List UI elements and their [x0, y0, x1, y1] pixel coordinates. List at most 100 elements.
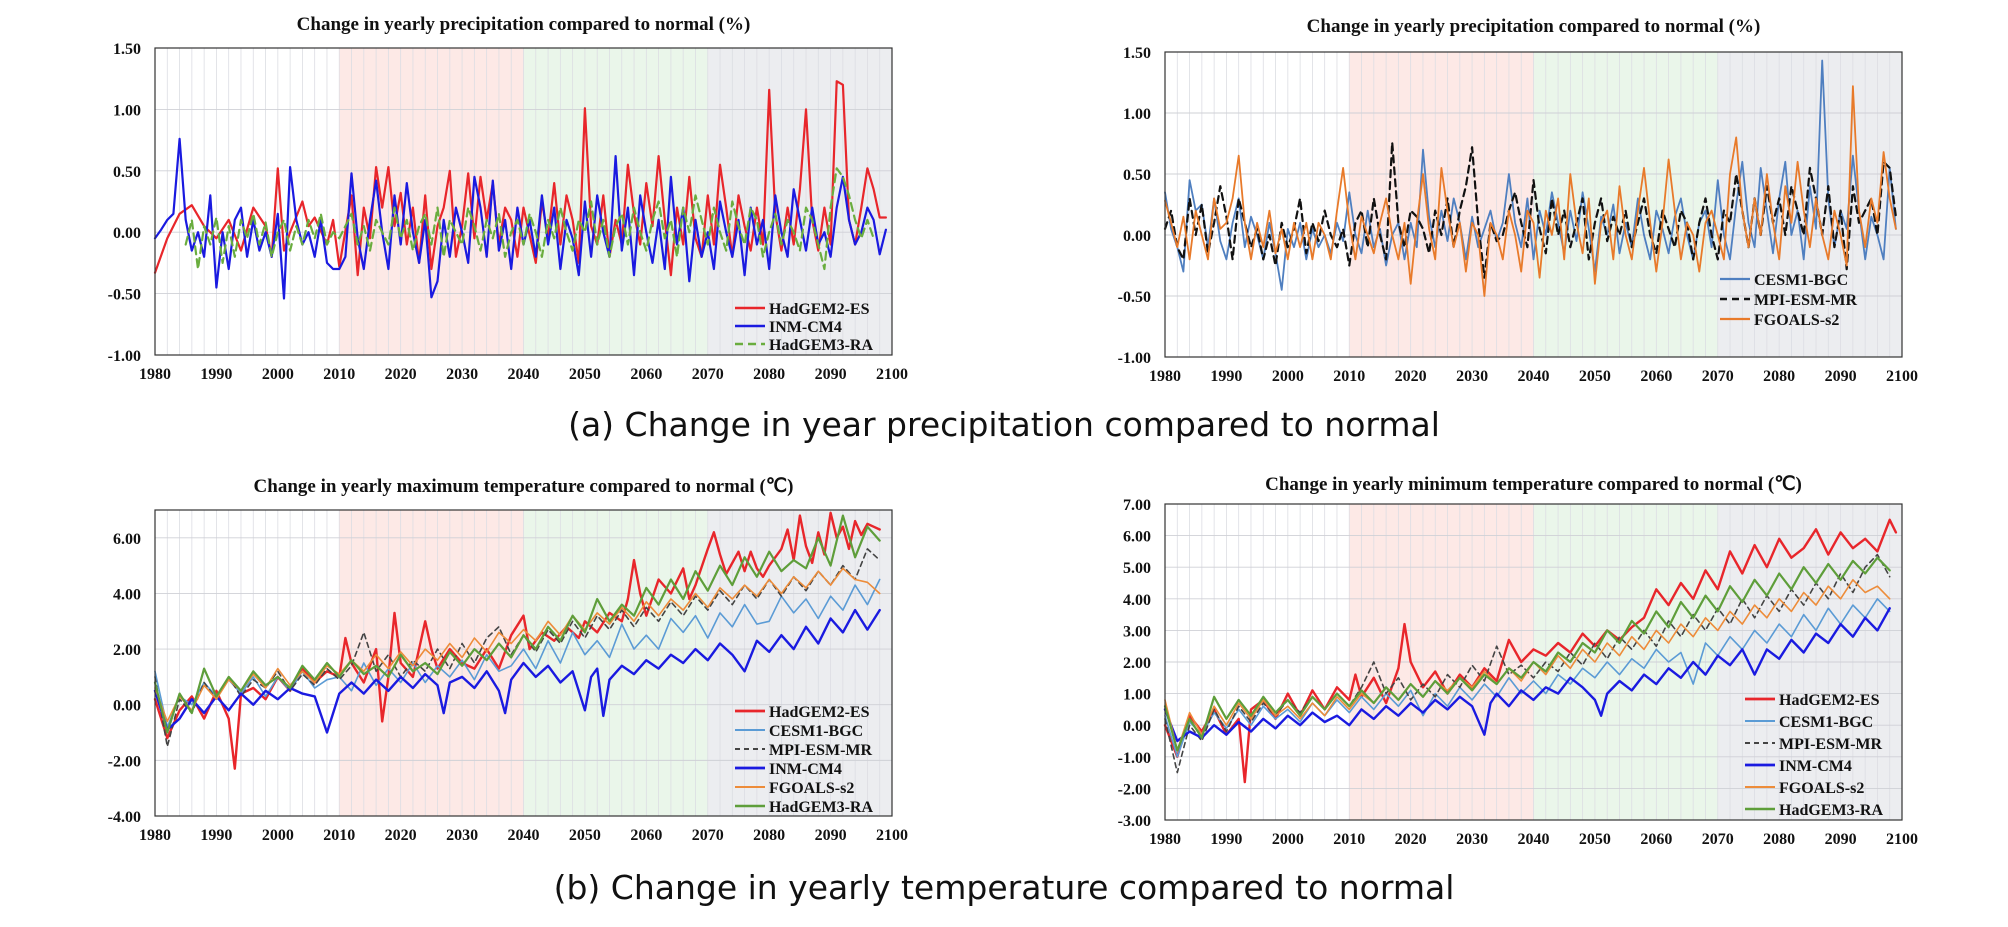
chart-precip-2-ytick-label: 1.50 [1123, 45, 1151, 62]
chart-precip-1-xtick-label: 2040 [508, 366, 540, 383]
chart-precip-2-xtick-label: 2090 [1825, 368, 1857, 385]
chart-tmax-xtick-label: 2090 [815, 827, 847, 844]
chart-tmin-ytick-label: 1.00 [1123, 687, 1151, 704]
chart-tmin-ytick-label: -3.00 [1118, 813, 1151, 830]
chart-tmin-ytick-label: 3.00 [1123, 623, 1151, 640]
chart-tmax-series-hadgem3-ra [153, 514, 881, 734]
chart-precip-2-xtick-label: 2050 [1579, 368, 1611, 385]
chart-precip-1-xtick-label: 2000 [262, 366, 294, 383]
chart-precip-1-title: Change in yearly precipitation compared … [297, 14, 751, 35]
chart-tmax-xtick-label: 2100 [876, 827, 908, 844]
chart-precip-1-xtick-label: 2100 [876, 366, 908, 383]
chart-precip-1-series-inm-cm4 [153, 137, 887, 300]
chart-tmax-xtick-label: 1980 [139, 827, 171, 844]
chart-tmax-xtick-label: 2030 [446, 827, 478, 844]
chart-precip-1-ytick-label: 1.00 [113, 102, 141, 119]
chart-precip-2-xtick-label: 1980 [1149, 368, 1181, 385]
chart-tmin-legend-label-fgoals-s2: FGOALS-s2 [1779, 780, 1864, 797]
chart-tmax-series-hadgem2-es [153, 511, 881, 770]
chart-precip-2-series-mpi-esm-mr [1163, 141, 1897, 279]
chart-precip-1-xtick-label: 2090 [815, 366, 847, 383]
chart-tmax-legend-label-hadgem3-ra: HadGEM3-RA [769, 799, 873, 816]
chart-precip-2-ytick-label: 0.50 [1123, 167, 1151, 184]
chart-precip-2-xtick-label: 2040 [1518, 368, 1550, 385]
chart-precip-1-xtick-label: 2060 [630, 366, 662, 383]
chart-tmin-ytick-label: -2.00 [1118, 781, 1151, 798]
chart-precip-2-xtick-label: 2030 [1456, 368, 1488, 385]
chart-tmin-xtick-label: 2050 [1579, 831, 1611, 848]
chart-precip-2-xtick-label: 2060 [1640, 368, 1672, 385]
chart-precip-1-ytick-label: -0.50 [108, 287, 141, 304]
chart-precip-1-legend-label-hadgem2-es: HadGEM2-ES [769, 301, 870, 318]
chart-tmin-ytick-label: 2.00 [1123, 655, 1151, 672]
chart-tmin-series-inm-cm4 [1163, 607, 1891, 743]
chart-tmax-series-fgoals-s2 [154, 567, 881, 723]
chart-tmin-xtick-label: 2070 [1702, 831, 1734, 848]
chart-tmax-xtick-label: 2060 [630, 827, 662, 844]
chart-precip-1-xtick-label: 2080 [753, 366, 785, 383]
chart-tmax-ytick-label: 4.00 [113, 586, 141, 603]
chart-precip-2-xtick-label: 2070 [1702, 368, 1734, 385]
chart-tmin-ytick-label: 5.00 [1123, 560, 1151, 577]
chart-precip-2-legend-label-mpi-esm-mr: MPI-ESM-MR [1754, 292, 1858, 309]
chart-precip-2-xtick-label: 2100 [1886, 368, 1918, 385]
chart-tmax-xtick-label: 2080 [753, 827, 785, 844]
chart-precip-1-ytick-label: 0.50 [113, 164, 141, 181]
chart-tmax-ytick-label: 2.00 [113, 642, 141, 659]
chart-precip-1-xtick-label: 1990 [200, 366, 232, 383]
chart-precip-1-legend-label-inm-cm4: INM-CM4 [769, 319, 842, 336]
caption-precipitation: (a) Change in year precipitation compare… [568, 405, 1440, 444]
chart-tmin-series-cesm1-bgc [1164, 598, 1891, 758]
chart-tmax-legend-label-cesm1-bgc: CESM1-BGC [769, 723, 863, 740]
chart-precip-2-series-fgoals-s2 [1164, 85, 1897, 297]
chart-precip-1-xtick-label: 2070 [692, 366, 724, 383]
chart-precip-2-xtick-label: 2080 [1763, 368, 1795, 385]
chart-tmin-ytick-label: 0.00 [1123, 718, 1151, 735]
chart-tmax-legend-label-fgoals-s2: FGOALS-s2 [769, 780, 854, 797]
chart-precip-2-period-band-2010-2040 [1349, 52, 1534, 357]
chart-precip-2-period-band-2040-2070 [1533, 52, 1718, 357]
chart-tmin-ytick-label: -1.00 [1118, 750, 1151, 767]
chart-tmin-ytick-label: 7.00 [1123, 497, 1151, 514]
chart-tmax-ytick-label: 6.00 [113, 531, 141, 548]
chart-precip-2-xtick-label: 2000 [1272, 368, 1304, 385]
chart-tmax-xtick-label: 2050 [569, 827, 601, 844]
chart-tmin-xtick-label: 2040 [1518, 831, 1550, 848]
chart-precip-2-xtick-label: 1990 [1210, 368, 1242, 385]
chart-tmax-xtick-label: 2010 [323, 827, 355, 844]
chart-precip-2-legend-label-fgoals-s2: FGOALS-s2 [1754, 312, 1839, 329]
chart-precip-1-xtick-label: 2050 [569, 366, 601, 383]
chart-tmax-ytick-label: -2.00 [108, 753, 141, 770]
chart-precip-1-frame [154, 47, 893, 356]
chart-tmax-legend-label-inm-cm4: INM-CM4 [769, 761, 842, 778]
chart-tmin-xtick-label: 2100 [1886, 831, 1918, 848]
chart-precip-1-xtick-label: 1980 [139, 366, 171, 383]
chart-tmax-frame [154, 509, 893, 817]
chart-tmax-legend-label-mpi-esm-mr: MPI-ESM-MR [769, 742, 873, 759]
chart-tmin: 7.00 6.00 5.00 4.00 3.00 2.00 1.00 0.00 -1.00 -2.… [1118, 474, 1918, 848]
chart-tmin-series-hadgem3-ra [1163, 556, 1891, 752]
chart-tmin-legend-label-inm-cm4: INM-CM4 [1779, 758, 1852, 775]
chart-precip-2-legend-label-cesm1-bgc: CESM1-BGC [1754, 272, 1848, 289]
chart-tmax-legend-label-hadgem2-es: HadGEM2-ES [769, 704, 870, 721]
chart-precip-1-xtick-label: 2010 [323, 366, 355, 383]
chart-precip-2-series-cesm1-bgc [1164, 59, 1897, 291]
chart-precip-1-ytick-label: 1.50 [113, 41, 141, 58]
chart-tmax-period-band-2040-2070 [523, 510, 708, 816]
chart-tmin-legend-label-hadgem2-es: HadGEM2-ES [1779, 692, 1880, 709]
chart-tmin-legend: HadGEM2-ES CESM1-BGC MPI-ESM-MR INM-CM4 FGOA… [1745, 692, 1883, 819]
chart-precip-1-period-band-2010-2040 [339, 48, 524, 355]
chart-tmin-xtick-label: 2010 [1333, 831, 1365, 848]
chart-precip-1-xtick-label: 2030 [446, 366, 478, 383]
chart-tmax-xtick-label: 1990 [200, 827, 232, 844]
chart-tmax-xtick-label: 2020 [385, 827, 417, 844]
chart-precip-2-ytick-label: 1.00 [1123, 106, 1151, 123]
chart-tmin-xtick-label: 2000 [1272, 831, 1304, 848]
chart-tmax-series-cesm1-bgc [154, 578, 881, 728]
